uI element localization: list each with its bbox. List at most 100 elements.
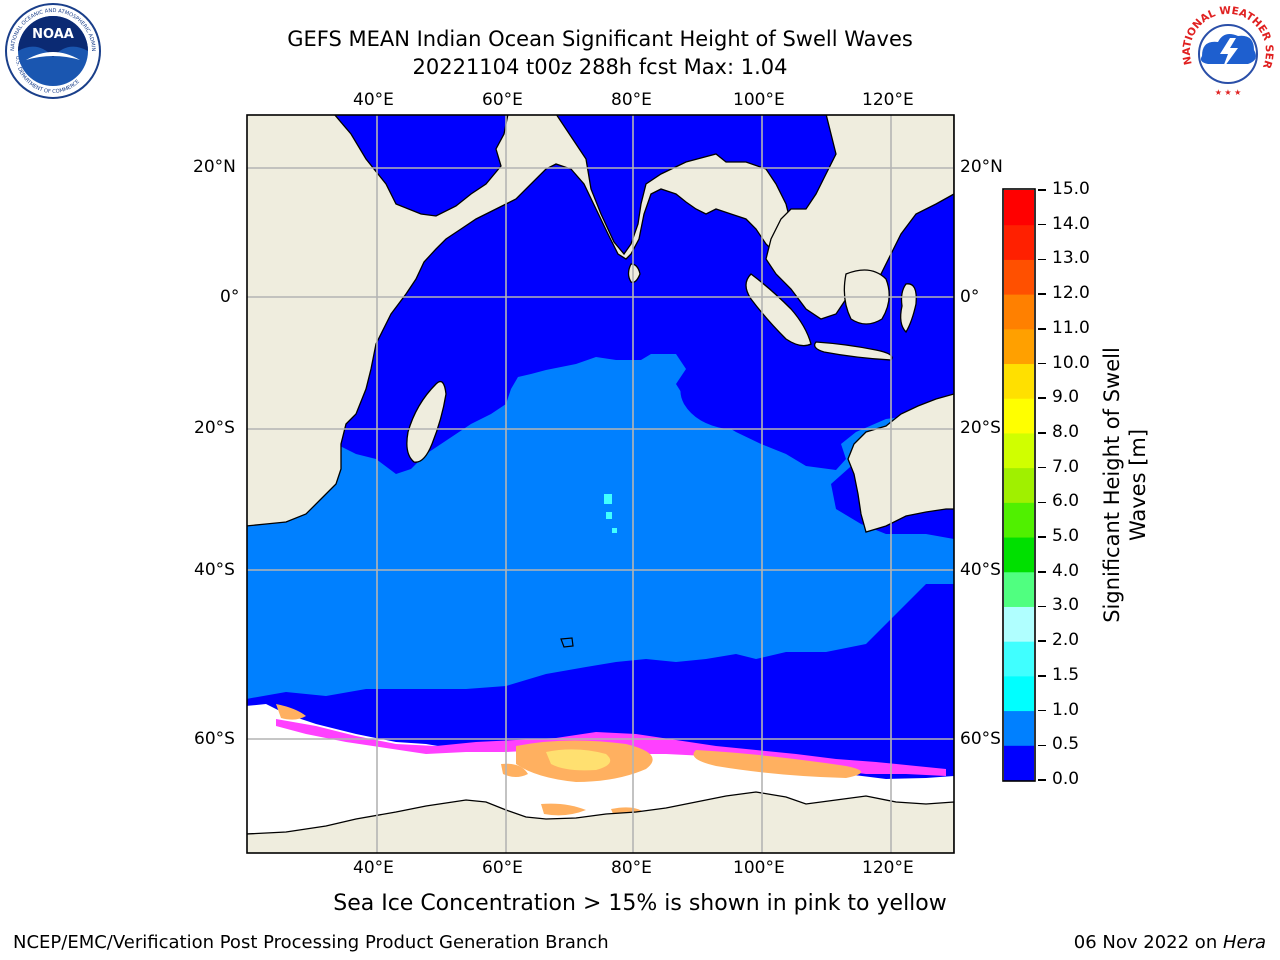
colorbar-bin-8 — [1004, 467, 1034, 503]
sea-ice-yellow — [546, 749, 611, 771]
lat-tick-right-60s: 60°S — [960, 729, 1001, 749]
land-madagascar — [406, 380, 447, 463]
colorbar-bin-5 — [1004, 571, 1034, 607]
lon-tick-top-100e: 100°E — [733, 90, 785, 110]
colorbar-tick-mark-11 — [1038, 397, 1046, 399]
colorbar-bin-11 — [1004, 363, 1034, 399]
colorbar-bin-16 — [1004, 190, 1034, 226]
lon-tick-bottom-80e: 80°E — [611, 858, 652, 878]
colorbar-tick-mark-1 — [1038, 744, 1046, 747]
lat-tick-right-20n: 20°N — [960, 157, 1003, 177]
swell-cyan-dot-3 — [612, 528, 617, 533]
lat-tick-left-60s: 60°S — [194, 729, 235, 749]
lon-tick-bottom-40e: 40°E — [353, 858, 394, 878]
colorbar-tick-mark-5 — [1038, 605, 1046, 608]
sea-ice-orange-east — [693, 750, 861, 778]
colorbar-tick-mark-13 — [1038, 328, 1046, 330]
nws-logo: NATIONAL WEATHER SERVICE ★ ★ ★ — [1178, 2, 1275, 98]
lon-tick-top-40e: 40°E — [353, 90, 394, 110]
land-kerguelen — [560, 637, 574, 648]
colorbar-tick-label-13: 11.0 — [1052, 317, 1090, 338]
sea-ice-caption: Sea Ice Concentration > 15% is shown in … — [333, 891, 947, 916]
colorbar-tick-mark-12 — [1038, 362, 1046, 365]
footer-left: NCEP/EMC/Verification Post Processing Pr… — [13, 932, 609, 953]
swell-cyan-dot-1 — [604, 494, 612, 504]
chart-title-line1: GEFS MEAN Indian Ocean Significant Heigh… — [287, 27, 913, 51]
land-sulawesi — [900, 283, 917, 334]
colorbar-frame — [1002, 188, 1036, 782]
lat-tick-left-0: 0° — [220, 287, 240, 307]
lat-tick-right-40s: 40°S — [960, 560, 1001, 580]
colorbar-bin-10 — [1004, 398, 1034, 434]
sea-ice-orange-shelf — [501, 763, 528, 777]
colorbar-tick-mark-16 — [1038, 223, 1046, 226]
colorbar-tick-label-2: 1.0 — [1052, 699, 1080, 720]
footer-date: 06 Nov 2022 on — [1073, 932, 1223, 953]
colorbar-tick-label-9: 7.0 — [1052, 456, 1080, 477]
colorbar-tick-mark-0 — [1038, 779, 1046, 781]
lat-tick-right-20s: 20°S — [960, 418, 1001, 438]
footer-right: 06 Nov 2022 on Hera — [1074, 932, 1266, 953]
map-frame — [246, 114, 955, 854]
colorbar-tick-mark-9 — [1038, 466, 1046, 469]
map-panel — [246, 114, 955, 854]
colorbar-tick-label-7: 5.0 — [1052, 526, 1080, 547]
colorbar-tick-label-0: 0.0 — [1052, 769, 1080, 789]
colorbar-bin-12 — [1004, 328, 1034, 365]
colorbar-tick-label-10: 8.0 — [1052, 421, 1080, 442]
colorbar-bin-1 — [1004, 710, 1034, 746]
colorbar-bin-14 — [1004, 259, 1034, 295]
colorbar-tick-label-15: 13.0 — [1052, 248, 1090, 269]
lat-tick-right-0: 0° — [960, 287, 980, 307]
footer-machine: Hera — [1222, 932, 1266, 953]
colorbar-tick-label-14: 12.0 — [1052, 283, 1090, 304]
colorbar-tick-mark-10 — [1038, 432, 1046, 434]
colorbar-bin-2 — [1004, 675, 1034, 712]
colorbar-bin-6 — [1004, 537, 1034, 573]
colorbar-tick-label-11: 9.0 — [1052, 387, 1080, 408]
colorbar-tick-mark-4 — [1038, 640, 1046, 642]
colorbar-tick-label-8: 6.0 — [1052, 491, 1080, 512]
colorbar-bin-7 — [1004, 502, 1034, 538]
land-southeast-asia — [765, 115, 954, 320]
colorbar-bin-13 — [1004, 294, 1034, 330]
colorbar-tick-label-12: 10.0 — [1052, 352, 1090, 373]
colorbar-tick-mark-7 — [1038, 536, 1046, 538]
lon-tick-top-80e: 80°E — [611, 90, 652, 110]
noaa-logo-text: NOAA — [32, 27, 74, 42]
sea-ice-orange-west — [276, 704, 306, 720]
colorbar — [1002, 188, 1036, 782]
lon-tick-bottom-120e: 120°E — [862, 858, 914, 878]
colorbar-tick-mark-8 — [1038, 501, 1046, 504]
colorbar-tick-label-17: 15.0 — [1052, 179, 1090, 199]
colorbar-tick-label-6: 4.0 — [1052, 560, 1080, 581]
sea-ice-orange-south — [541, 803, 586, 816]
colorbar-tick-label-1: 0.5 — [1052, 734, 1080, 755]
lat-tick-left-40s: 40°S — [194, 560, 235, 580]
chart-title-line2: 20221104 t00z 288h fcst Max: 1.04 — [412, 55, 788, 79]
colorbar-bin-3 — [1004, 641, 1034, 677]
colorbar-tick-mark-15 — [1038, 258, 1046, 261]
lon-tick-bottom-60e: 60°E — [482, 858, 523, 878]
noaa-logo: NATIONAL OCEANIC AND ATMOSPHERIC ADMINIS… — [2, 2, 101, 99]
lon-tick-top-60e: 60°E — [482, 90, 523, 110]
colorbar-tick-mark-6 — [1038, 571, 1046, 573]
colorbar-tick-mark-3 — [1038, 675, 1046, 677]
colorbar-tick-mark-14 — [1038, 293, 1046, 295]
colorbar-tick-label-3: 1.5 — [1052, 664, 1080, 685]
land-antarctica — [247, 791, 954, 853]
swell-cyan-dot-2 — [606, 512, 612, 519]
colorbar-tick-mark-2 — [1038, 709, 1046, 712]
colorbar-bin-15 — [1004, 224, 1034, 260]
colorbar-bin-9 — [1004, 432, 1034, 469]
gridlines — [247, 115, 954, 853]
swell-blob-central — [680, 370, 767, 430]
lat-tick-left-20n: 20°N — [193, 157, 236, 177]
colorbar-bin-4 — [1004, 606, 1034, 642]
colorbar-label-line2: Waves [m] — [1126, 428, 1150, 542]
colorbar-tick-label-4: 2.0 — [1052, 630, 1080, 651]
svg-text:★ ★ ★: ★ ★ ★ — [1215, 88, 1242, 97]
lat-tick-left-20s: 20°S — [194, 418, 235, 438]
colorbar-tick-mark-17 — [1038, 189, 1046, 191]
